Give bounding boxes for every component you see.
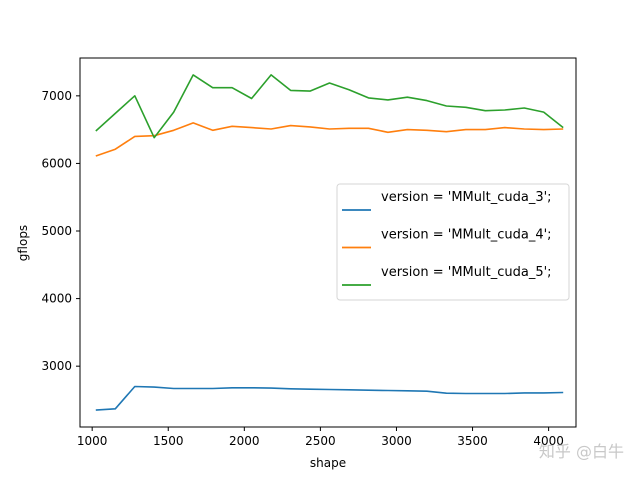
legend-label-3: version = 'MMult_cuda_5'; (381, 265, 552, 280)
legend-label-1: version = 'MMult_cuda_3'; (381, 190, 552, 205)
x-tick-label: 3000 (381, 434, 412, 448)
x-tick-label: 4000 (533, 434, 564, 448)
y-tick-label: 6000 (41, 156, 72, 170)
series-line-1 (95, 385, 564, 411)
y-axis-label: gflops (16, 225, 30, 261)
y-tick-label: 5000 (41, 224, 72, 238)
watermark: 知乎 @白牛 (538, 442, 624, 461)
series-line-2 (95, 122, 564, 157)
legend: version = 'MMult_cuda_3';version = 'MMul… (336, 183, 570, 301)
plot-lines (95, 74, 564, 411)
x-tick-label: 2500 (305, 434, 336, 448)
legend-label-2: version = 'MMult_cuda_4'; (381, 228, 552, 243)
x-tick-label: 1500 (153, 434, 184, 448)
x-tick-label: 1000 (77, 434, 108, 448)
x-tick-label: 3500 (457, 434, 488, 448)
y-tick-label: 3000 (41, 359, 72, 373)
x-tick-label: 2000 (229, 434, 260, 448)
plot-frame (79, 57, 577, 428)
series-line-3 (95, 74, 564, 139)
x-axis: 1000 1500 2000 2500 3000 3500 4000 (77, 427, 564, 448)
legend-box (336, 183, 570, 301)
y-tick-label: 7000 (41, 89, 72, 103)
y-axis: 3000 4000 5000 6000 7000 (41, 89, 80, 373)
y-tick-label: 4000 (41, 292, 72, 306)
x-axis-label: shape (310, 456, 346, 470)
